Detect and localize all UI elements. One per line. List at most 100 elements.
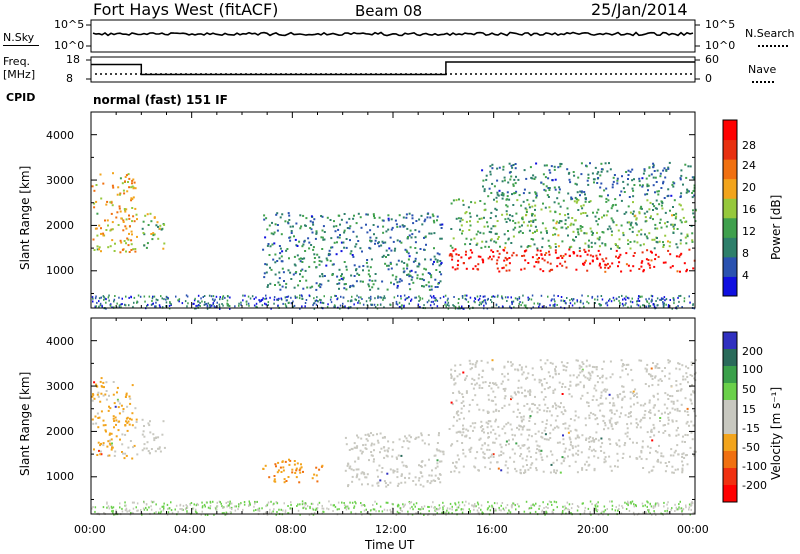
power-cell [421,273,424,276]
power-cell [575,198,578,201]
velocity-cell [530,507,533,510]
power-cell [473,237,476,240]
velocity-cell [596,381,599,384]
power-cell [210,295,213,298]
velocity-cell [254,502,256,505]
power-cell [430,288,433,291]
velocity-cell [434,480,437,482]
velocity-cell [283,502,285,505]
velocity-cell [514,467,517,470]
velocity-cell [569,380,572,383]
velocity-cell [153,500,155,503]
power-cell [626,183,629,186]
power-cell [662,305,665,308]
power-cell [301,305,303,308]
power-cell [456,267,459,270]
velocity-cell [621,369,624,372]
power-cell [517,178,520,181]
velocity-cell [457,414,460,417]
power-cell [204,303,206,306]
power-cell [693,194,696,197]
velocity-cell [514,393,517,396]
velocity-cell [478,511,480,514]
power-cell [660,226,663,229]
power-cell [272,233,275,236]
power-cell [321,273,324,275]
velocity-cell [538,449,541,452]
velocity-cell [99,450,102,453]
power-cell [537,260,540,263]
velocity-cell [513,460,516,463]
velocity-cell [203,503,206,506]
velocity-cell [630,502,632,505]
power-cell [349,225,352,228]
velocity-cell [514,434,516,437]
velocity-cell [627,500,629,503]
velocity-cell [451,443,454,446]
power-cell [416,277,419,280]
power-cell [548,270,551,273]
power-cell [132,248,135,251]
power-cell [683,262,686,265]
power-cell [518,296,521,299]
velocity-cell [675,420,678,423]
velocity-cell [95,422,98,425]
velocity-cell [471,363,474,366]
velocity-cell [361,450,364,453]
power-cell [501,267,504,270]
power-cell [342,278,345,281]
power-cell [348,227,351,230]
power-cell [617,229,620,232]
velocity-cell [546,455,549,458]
power-cell [367,273,370,276]
velocity-cell [480,508,482,511]
power-cell [604,243,607,246]
velocity-cell [663,424,666,426]
power-cell [409,229,412,232]
power-cell [273,296,276,299]
velocity-cell [689,374,692,376]
power-cell [495,232,498,235]
velocity-cell [552,508,555,511]
power-cell [327,252,330,255]
velocity-cell [422,485,425,488]
power-cell [394,219,397,222]
velocity-cell [684,433,687,436]
power-cell [187,302,189,305]
power-cell [527,296,529,299]
power-cell [648,232,651,235]
velocity-cell [204,513,207,516]
power-cell [107,224,109,227]
power-cell [685,191,688,194]
velocity-cell [354,500,356,503]
velocity-cell [626,431,629,434]
power-cell [441,223,444,226]
power-cell [418,263,421,266]
velocity-cell [614,465,616,468]
power-cell [521,301,524,304]
power-cell [527,245,530,247]
velocity-cell [289,459,292,462]
power-cell [460,256,463,259]
velocity-cell [601,368,604,370]
velocity-cell [458,373,461,376]
power-cell [647,189,649,192]
velocity-cell [94,415,97,418]
velocity-cell [588,379,591,381]
power-cell [605,187,608,190]
nave-label: Nave [748,63,777,76]
velocity-cell [609,500,611,503]
power-cell [647,262,650,265]
power-cell [629,224,632,227]
power-cell [340,218,343,221]
velocity-cell [481,425,484,427]
velocity-cell [362,444,365,447]
velocity-cell [446,507,449,510]
velocity-cell [589,500,592,503]
power-cell [403,304,405,307]
power-cell [648,297,650,300]
power-cell [387,214,390,217]
power-cell [286,296,288,298]
power-cell [335,295,337,297]
velocity-cell [618,445,621,448]
